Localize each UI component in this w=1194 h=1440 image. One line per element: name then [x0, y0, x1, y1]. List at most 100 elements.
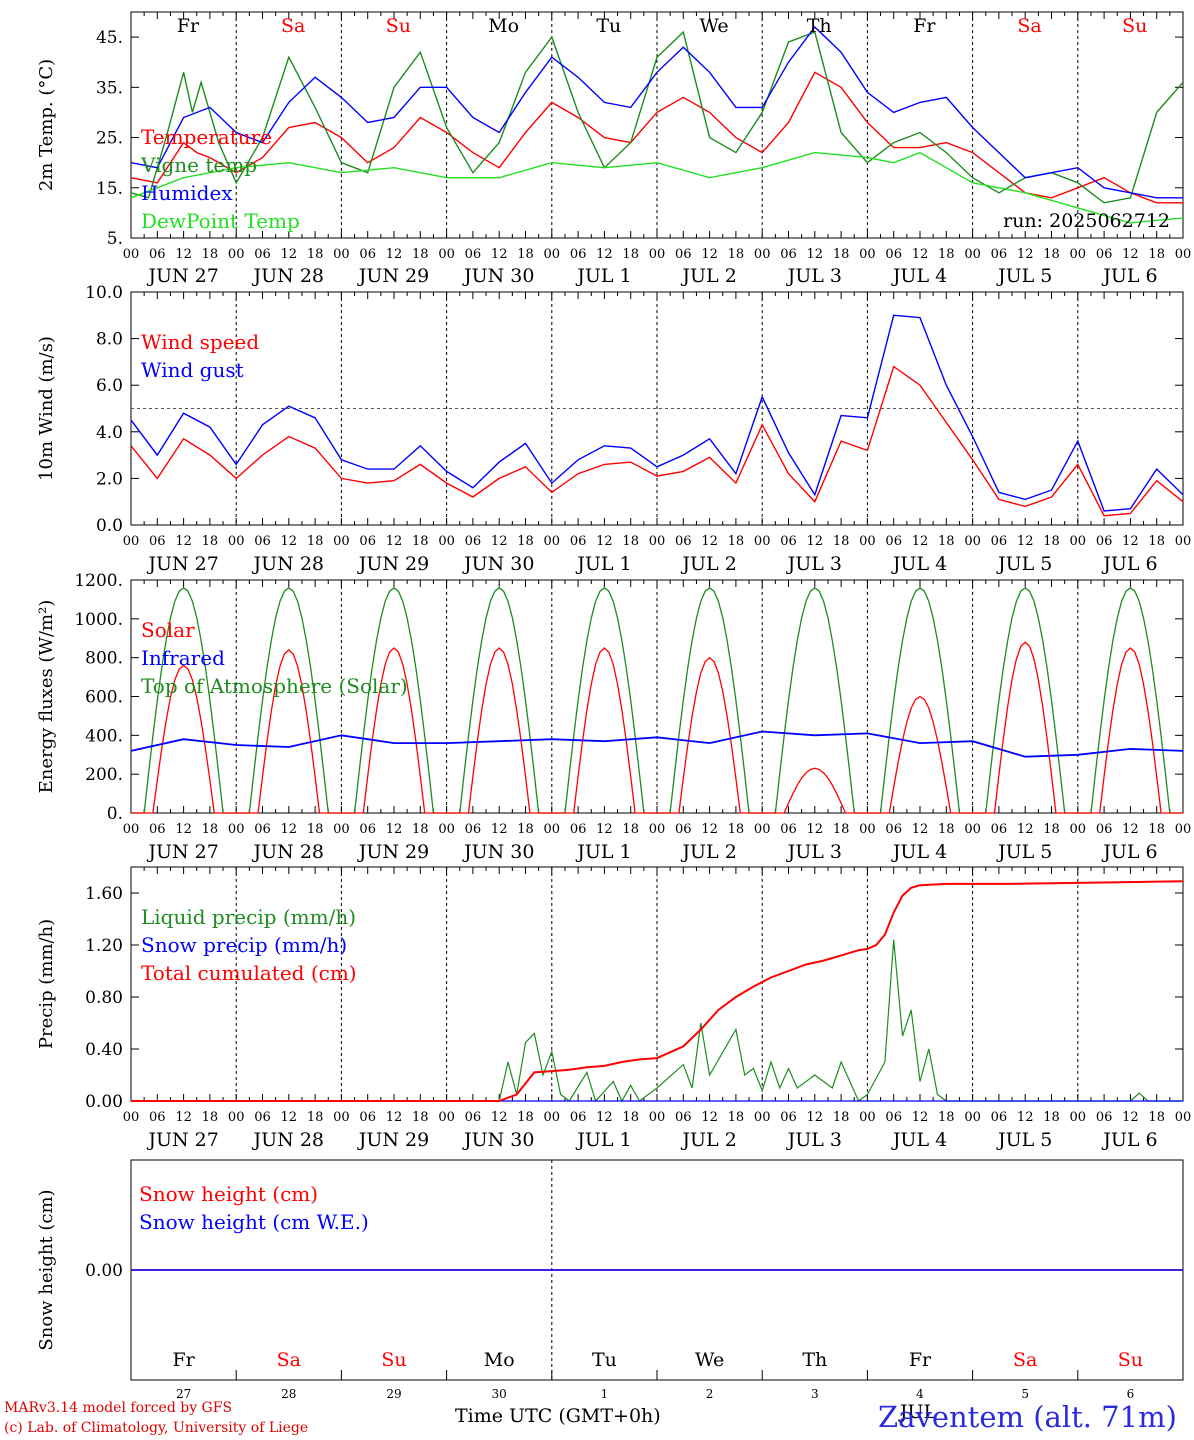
hour-tick-label: 06 — [149, 1110, 166, 1125]
hour-tick-label: 12 — [1122, 534, 1139, 549]
hour-tick-label: 18 — [307, 247, 324, 262]
hour-tick-label: 06 — [570, 247, 587, 262]
hour-tick-label: 12 — [281, 534, 298, 549]
hour-tick-label: 06 — [359, 534, 376, 549]
hour-tick-label: 12 — [807, 534, 824, 549]
date-label: JUN 27 — [146, 553, 218, 575]
y-tick-label: 400. — [85, 726, 123, 746]
day-number-label: 3 — [811, 1387, 819, 1401]
date-label: JUL 3 — [786, 265, 842, 287]
day-name-label: Sa — [1013, 1349, 1037, 1371]
y-tick-label: 0.0 — [96, 516, 123, 536]
date-label: JUL 1 — [575, 553, 631, 575]
hour-tick-label: 06 — [570, 822, 587, 837]
time-axis-label: Time UTC (GMT+0h) — [455, 1405, 661, 1427]
day-name-label: Su — [1122, 15, 1147, 37]
hour-tick-label: 12 — [175, 822, 192, 837]
y-tick-label: 0.00 — [85, 1261, 123, 1281]
day-name-label: Su — [1118, 1349, 1143, 1371]
hour-tick-label: 00 — [333, 247, 350, 262]
hour-tick-label: 00 — [544, 247, 561, 262]
hour-tick-label: 18 — [938, 822, 955, 837]
hour-tick-label: 18 — [1148, 247, 1165, 262]
hour-tick-label: 18 — [1148, 822, 1165, 837]
y-tick-label: 1.60 — [85, 884, 123, 904]
hour-tick-label: 12 — [596, 247, 613, 262]
hour-tick-label: 18 — [622, 1110, 639, 1125]
date-label: JUL 4 — [891, 265, 947, 287]
date-label: JUN 27 — [146, 265, 218, 287]
hour-tick-label: 18 — [517, 822, 534, 837]
date-label: JUN 28 — [252, 841, 324, 863]
series-wind-speed — [130, 365, 1184, 517]
y-tick-label: 600. — [85, 688, 123, 708]
y-axis-label: Precip (mm/h) — [36, 919, 57, 1049]
date-label: JUL 6 — [1101, 553, 1157, 575]
hour-tick-label: 18 — [622, 247, 639, 262]
hour-tick-label: 18 — [1043, 822, 1060, 837]
hour-tick-label: 06 — [1096, 247, 1113, 262]
date-label: JUN 30 — [462, 1129, 534, 1151]
day-name-label: Sa — [281, 15, 305, 37]
date-label: JUN 29 — [357, 553, 429, 575]
date-label: JUL 6 — [1101, 841, 1157, 863]
hour-tick-label: 18 — [622, 822, 639, 837]
hour-tick-label: 06 — [780, 822, 797, 837]
date-label: JUN 30 — [462, 265, 534, 287]
hour-tick-label: 00 — [649, 534, 666, 549]
hour-tick-label: 12 — [701, 822, 718, 837]
legend-solar: Solar — [141, 618, 195, 642]
hour-tick-label: 12 — [596, 1110, 613, 1125]
hour-tick-label: 00 — [228, 1110, 245, 1125]
day-name-label: Tu — [592, 1349, 617, 1371]
hour-tick-label: 12 — [386, 1110, 403, 1125]
hour-tick-label: 12 — [491, 822, 508, 837]
hour-tick-label: 18 — [833, 1110, 850, 1125]
date-label: JUL 1 — [575, 265, 631, 287]
series-temperature — [130, 71, 1183, 204]
date-label: JUN 30 — [462, 841, 534, 863]
date-label: JUL 5 — [996, 841, 1052, 863]
hour-tick-label: 12 — [1122, 1110, 1139, 1125]
hour-tick-label: 12 — [596, 822, 613, 837]
legend-dewpoint-temp: DewPoint Temp — [141, 209, 300, 233]
hour-tick-label: 12 — [912, 822, 929, 837]
y-axis-label: Snow height (cm) — [36, 1189, 57, 1350]
day-number-label: 6 — [1127, 1387, 1135, 1401]
date-label: JUL 4 — [891, 1129, 947, 1151]
day-name-label: Mo — [488, 15, 519, 37]
hour-tick-label: 00 — [754, 534, 771, 549]
hour-tick-label: 00 — [123, 1110, 140, 1125]
hour-tick-label: 06 — [991, 534, 1008, 549]
date-label: JUL 2 — [680, 265, 736, 287]
hour-tick-label: 00 — [964, 1110, 981, 1125]
date-label: JUN 29 — [357, 1129, 429, 1151]
day-name-label: Th — [802, 1349, 827, 1371]
hour-tick-label: 06 — [991, 822, 1008, 837]
hour-tick-label: 18 — [728, 534, 745, 549]
series-wind-gust — [130, 314, 1184, 512]
hour-tick-label: 06 — [885, 247, 902, 262]
hour-tick-label: 06 — [149, 534, 166, 549]
date-label: JUL 3 — [786, 841, 842, 863]
hour-tick-label: 18 — [202, 534, 219, 549]
y-axis-label: 10m Wind (m/s) — [36, 336, 57, 481]
hour-tick-label: 00 — [964, 534, 981, 549]
date-label: JUL 1 — [575, 1129, 631, 1151]
hour-tick-label: 00 — [333, 534, 350, 549]
date-label: JUN 29 — [357, 265, 429, 287]
y-axis-label: 2m Temp. (°C) — [36, 59, 57, 191]
hour-tick-label: 06 — [254, 247, 271, 262]
series-liquid-precip-mm-h- — [131, 939, 1183, 1103]
hour-tick-label: 12 — [386, 247, 403, 262]
hour-tick-label: 00 — [1175, 247, 1192, 262]
y-tick-label: 1000. — [74, 610, 123, 630]
y-tick-label: 5. — [107, 229, 123, 249]
hour-tick-label: 18 — [728, 1110, 745, 1125]
hour-tick-label: 18 — [517, 534, 534, 549]
hour-tick-label: 06 — [254, 534, 271, 549]
hour-tick-label: 18 — [728, 247, 745, 262]
hour-tick-label: 00 — [438, 1110, 455, 1125]
legend-snow-height-cm-w-e-: Snow height (cm W.E.) — [139, 1210, 369, 1234]
hour-tick-label: 00 — [228, 822, 245, 837]
